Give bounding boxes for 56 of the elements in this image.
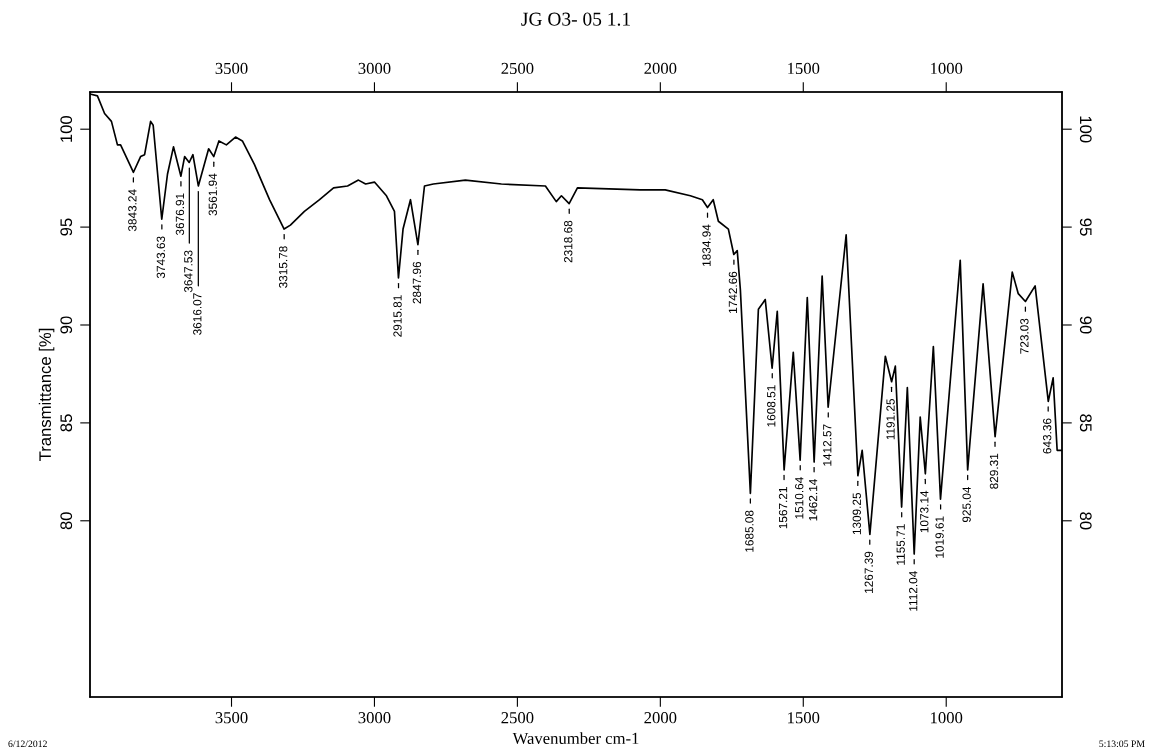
annotation: 1567.21 bbox=[778, 487, 788, 529]
annotation: 1834.94 bbox=[702, 224, 711, 266]
annotation: 3561.94 bbox=[208, 173, 217, 216]
annotation: 829.31 bbox=[989, 453, 999, 489]
annotation: 3616.07 bbox=[193, 293, 202, 335]
annotation: 2915.81 bbox=[393, 295, 402, 337]
y2-tick-label: 85 bbox=[1079, 414, 1092, 432]
annotation: 925.04 bbox=[962, 486, 971, 523]
x2-tick-label: 1500 bbox=[788, 62, 820, 75]
x2-tick-label: 3500 bbox=[215, 62, 248, 75]
annotation: 2847.96 bbox=[412, 261, 422, 304]
y-tick-label: 100 bbox=[60, 115, 73, 142]
y2-tick-label: 95 bbox=[1079, 218, 1092, 236]
y2-tick-label: 90 bbox=[1079, 316, 1092, 334]
annotation: 643.36 bbox=[1042, 418, 1052, 454]
x-tick-label: 1500 bbox=[788, 712, 820, 724]
annotation: 1742.66 bbox=[728, 271, 738, 313]
annotation: 1608.51 bbox=[767, 385, 776, 427]
y-axis-title: Transmittance [%] bbox=[38, 328, 55, 461]
chart-title: JG O3- 05 1.1 bbox=[521, 12, 630, 26]
y-tick-label: 85 bbox=[60, 414, 73, 432]
x-axis-title: Wavenumber cm-1 bbox=[512, 732, 639, 745]
annotation: 1309.25 bbox=[852, 492, 861, 535]
annotation: 1412.57 bbox=[823, 424, 832, 466]
y2-tick-label: 80 bbox=[1079, 512, 1092, 530]
y-tick-label: 90 bbox=[60, 316, 73, 334]
annotation: 3743.63 bbox=[156, 236, 166, 279]
x-tick-label: 3000 bbox=[358, 712, 391, 724]
x2-tick-label: 2500 bbox=[501, 62, 534, 75]
x-tick-label: 1000 bbox=[931, 712, 963, 724]
x2-tick-label: 3000 bbox=[358, 62, 391, 75]
annotation: 1112.04 bbox=[909, 571, 918, 611]
annotation: 3647.53 bbox=[184, 250, 193, 293]
y-tick-label: 95 bbox=[60, 218, 73, 236]
annotation: 1019.61 bbox=[935, 516, 944, 558]
annotation: 2318.68 bbox=[564, 220, 573, 263]
annotation: 723.03 bbox=[1020, 318, 1029, 354]
annotation: 3843.24 bbox=[128, 189, 137, 232]
x2-tick-label: 2000 bbox=[644, 62, 677, 75]
annotation: 1155.71 bbox=[896, 524, 905, 565]
annotation: 1462.14 bbox=[808, 479, 818, 521]
annotation: 1191.25 bbox=[886, 398, 895, 440]
annotation: 1073.14 bbox=[920, 490, 929, 533]
x-tick-label: 3500 bbox=[215, 712, 248, 724]
text: 6/12/2012 bbox=[8, 740, 47, 748]
annotation: 3676.91 bbox=[175, 193, 185, 236]
annotation: 1685.08 bbox=[745, 510, 754, 552]
annotation: 3315.78 bbox=[278, 246, 288, 288]
annotation: 1267.39 bbox=[864, 551, 873, 593]
y2-tick-label: 100 bbox=[1079, 116, 1092, 143]
annotation: 1510.64 bbox=[795, 477, 804, 519]
x-tick-label: 2000 bbox=[644, 712, 677, 724]
y-tick-label: 80 bbox=[60, 512, 73, 530]
x2-tick-label: 1000 bbox=[931, 62, 963, 75]
x-tick-label: 2500 bbox=[501, 712, 534, 724]
text: 5:13:05 PM bbox=[1099, 740, 1145, 748]
